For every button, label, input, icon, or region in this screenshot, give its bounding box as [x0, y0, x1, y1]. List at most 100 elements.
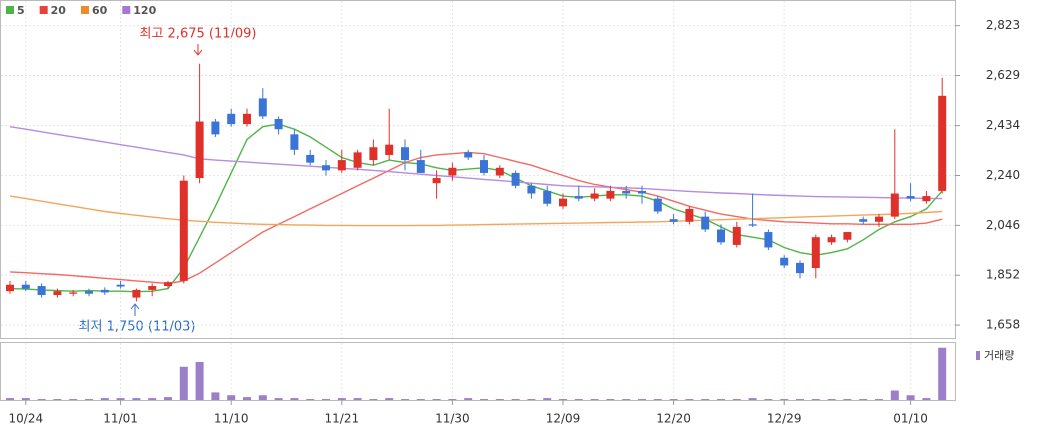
- volume-bar: [922, 398, 931, 400]
- volume-bar: [574, 399, 583, 400]
- volume-bar: [559, 399, 567, 400]
- volume-bar: [843, 399, 852, 400]
- y-tick-label: 1,658: [986, 318, 1020, 332]
- x-tick-label: 12/20: [656, 412, 691, 426]
- volume-bar: [100, 398, 109, 400]
- candle-body: [480, 160, 488, 173]
- volume-bar: [606, 399, 615, 400]
- moving-average-line: [9, 126, 943, 200]
- candle-body: [116, 284, 125, 287]
- volume-bar: [322, 399, 330, 400]
- volume-bar: [132, 398, 141, 400]
- candle-body: [574, 196, 583, 199]
- volume-panel: [0, 342, 956, 401]
- candle-body: [685, 208, 694, 222]
- candle-body: [369, 147, 378, 161]
- legend-swatch: [80, 6, 89, 14]
- volume-bar: [590, 399, 599, 400]
- volume-bar: [543, 398, 552, 400]
- y-tick-label: 2,240: [986, 168, 1020, 182]
- volume-bar: [811, 399, 820, 400]
- x-tick-label: 12/09: [546, 412, 581, 426]
- volume-bar: [306, 399, 315, 400]
- volume-bar: [37, 399, 46, 400]
- legend-swatch: [122, 6, 131, 14]
- candle-body: [559, 198, 567, 207]
- volume-bar: [164, 397, 172, 400]
- volume-bar: [527, 399, 536, 400]
- moving-average-line: [9, 195, 943, 227]
- volume-bar: [464, 398, 473, 400]
- x-tick-label: 01/10: [893, 412, 928, 426]
- volume-bar: [732, 399, 741, 400]
- candle-body: [211, 121, 220, 135]
- candle-body: [401, 147, 409, 161]
- legend-label: 5: [17, 4, 25, 17]
- legend-swatch: [39, 6, 48, 14]
- volume-bar: [480, 399, 488, 400]
- volume-bar: [401, 399, 409, 400]
- volume-bar: [638, 399, 646, 400]
- volume-bar: [859, 399, 868, 400]
- candle-body: [906, 196, 915, 199]
- candle-body: [780, 257, 789, 266]
- candle-body: [195, 121, 204, 179]
- candle-body: [21, 284, 30, 289]
- candle-body: [622, 190, 631, 194]
- volume-legend-swatch: [976, 351, 980, 360]
- candle-body: [385, 144, 394, 155]
- volume-bar: [685, 399, 694, 400]
- candle-body: [859, 219, 868, 222]
- volume-bar: [938, 347, 947, 400]
- candle-body: [227, 113, 236, 125]
- volume-bar: [780, 399, 789, 400]
- volume-bar: [701, 399, 710, 400]
- candle-body: [337, 160, 346, 171]
- volume-bar: [337, 398, 346, 400]
- candle-body: [511, 172, 520, 186]
- candle-body: [811, 237, 820, 269]
- volume-bar: [764, 399, 773, 400]
- volume-bar: [69, 399, 78, 400]
- candle-body: [243, 113, 251, 125]
- candle-body: [938, 95, 947, 191]
- legend-label: 20: [51, 4, 67, 17]
- x-tick-label: 11/21: [325, 412, 360, 426]
- candle-body: [274, 118, 283, 130]
- volume-bar: [258, 395, 267, 400]
- x-tick-label: 10/24: [9, 412, 44, 426]
- candle-body: [132, 289, 141, 298]
- y-tick-label: 2,434: [986, 118, 1020, 132]
- volume-bar: [717, 399, 725, 400]
- volume-bar: [274, 398, 283, 400]
- candle-body: [717, 229, 725, 243]
- volume-bar: [890, 390, 899, 400]
- volume-bar: [243, 397, 251, 400]
- y-tick-label: 2,823: [986, 18, 1020, 32]
- candle-body: [653, 198, 662, 212]
- volume-bar: [669, 399, 678, 400]
- candle-body: [922, 196, 931, 202]
- volume-bar: [53, 399, 62, 400]
- volume-bar: [906, 395, 915, 400]
- candle-body: [543, 190, 552, 204]
- x-tick-label: 11/10: [214, 412, 249, 426]
- candle-body: [638, 190, 646, 194]
- volume-bar: [227, 395, 236, 400]
- volume-bar: [622, 399, 631, 400]
- candle-body: [353, 152, 362, 168]
- volume-bar: [211, 392, 220, 400]
- candle-body: [448, 167, 457, 176]
- candle-body: [748, 224, 757, 226]
- volume-bar: [796, 399, 804, 400]
- candle-body: [796, 262, 804, 274]
- candle-body: [827, 237, 836, 243]
- candle-body: [764, 232, 773, 248]
- candle-body: [527, 185, 536, 194]
- candle-body: [606, 190, 615, 199]
- candle-body: [69, 292, 78, 294]
- low-annotation: 최저 1,750 (11/03): [78, 320, 195, 335]
- volume-bar: [290, 398, 299, 400]
- candle-body: [258, 98, 267, 117]
- candle-body: [590, 193, 599, 199]
